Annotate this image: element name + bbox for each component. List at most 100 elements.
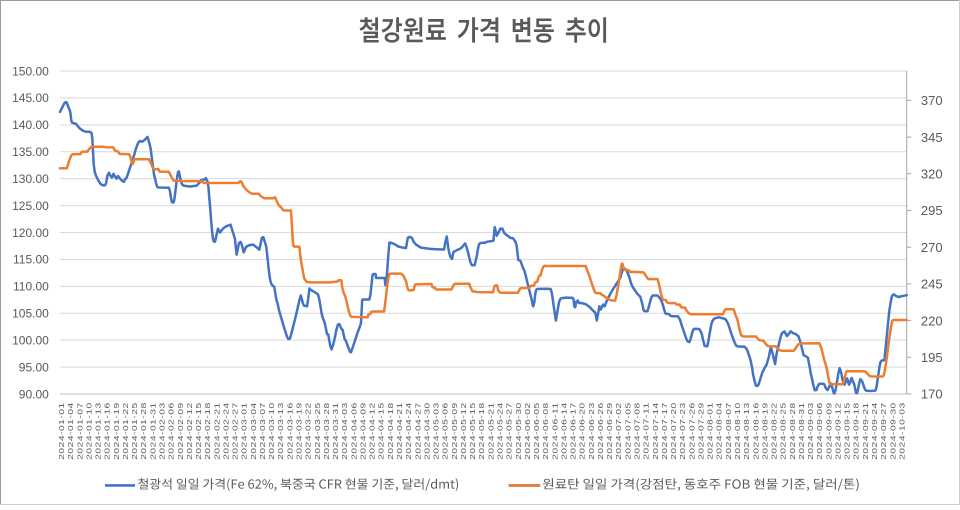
- svg-text:2024-07-05: 2024-07-05: [624, 403, 632, 460]
- svg-text:2024-07-23: 2024-07-23: [679, 403, 687, 460]
- svg-text:2024-01-28: 2024-01-28: [140, 403, 148, 460]
- svg-text:2024-06-17: 2024-06-17: [569, 403, 577, 460]
- svg-text:2024-05-21: 2024-05-21: [487, 403, 495, 460]
- svg-text:2024-10-03: 2024-10-03: [898, 403, 906, 460]
- svg-text:2024-02-24: 2024-02-24: [222, 403, 230, 460]
- svg-text:2024-08-22: 2024-08-22: [770, 403, 778, 460]
- svg-text:2024-05-09: 2024-05-09: [450, 403, 458, 460]
- svg-text:2024-06-26: 2024-06-26: [596, 403, 604, 460]
- svg-text:320: 320: [921, 167, 943, 182]
- svg-text:2024-03-31: 2024-03-31: [331, 403, 339, 460]
- svg-text:2024-02-27: 2024-02-27: [231, 403, 239, 460]
- svg-text:2024-09-30: 2024-09-30: [889, 403, 897, 460]
- svg-text:2024-05-06: 2024-05-06: [441, 403, 449, 460]
- svg-text:2024-05-24: 2024-05-24: [496, 403, 504, 460]
- svg-text:2024-01-25: 2024-01-25: [130, 403, 138, 460]
- svg-text:2024-06-08: 2024-06-08: [542, 403, 550, 460]
- svg-text:2024-01-19: 2024-01-19: [112, 403, 120, 460]
- svg-text:2024-06-29: 2024-06-29: [605, 403, 613, 460]
- svg-text:2024-04-24: 2024-04-24: [404, 403, 412, 460]
- svg-text:195: 195: [921, 350, 943, 365]
- svg-text:2024-05-15: 2024-05-15: [468, 403, 476, 460]
- svg-text:2024-09-18: 2024-09-18: [852, 403, 860, 460]
- svg-text:2024-04-30: 2024-04-30: [423, 403, 431, 460]
- svg-text:2024-07-11: 2024-07-11: [642, 403, 650, 460]
- svg-text:2024-02-15: 2024-02-15: [194, 403, 202, 460]
- svg-text:2024-08-25: 2024-08-25: [779, 403, 787, 460]
- svg-text:110.00: 110.00: [13, 280, 49, 294]
- svg-text:345: 345: [921, 130, 943, 145]
- svg-text:2024-08-16: 2024-08-16: [752, 403, 760, 460]
- svg-text:2024-03-13: 2024-03-13: [277, 403, 285, 460]
- svg-text:370: 370: [921, 93, 943, 108]
- svg-text:2024-04-21: 2024-04-21: [395, 403, 403, 460]
- svg-text:2024-01-16: 2024-01-16: [103, 403, 111, 460]
- svg-text:2024-03-04: 2024-03-04: [249, 403, 257, 460]
- svg-text:140.00: 140.00: [12, 118, 49, 132]
- svg-text:2024-03-22: 2024-03-22: [304, 403, 312, 460]
- svg-text:150.00: 150.00: [12, 64, 49, 78]
- svg-text:2024-01-04: 2024-01-04: [66, 403, 74, 460]
- svg-text:95.00: 95.00: [19, 360, 49, 374]
- svg-text:2024-08-13: 2024-08-13: [742, 403, 750, 460]
- svg-text:2024-02-21: 2024-02-21: [213, 403, 221, 460]
- svg-text:2024-08-19: 2024-08-19: [761, 403, 769, 460]
- svg-text:2024-04-09: 2024-04-09: [359, 403, 367, 460]
- svg-text:220: 220: [921, 313, 943, 328]
- svg-text:2024-08-31: 2024-08-31: [797, 403, 805, 460]
- svg-text:2024-03-25: 2024-03-25: [313, 403, 321, 460]
- svg-text:2024-02-03: 2024-02-03: [158, 403, 166, 460]
- svg-text:100.00: 100.00: [12, 334, 49, 348]
- svg-text:2024-01-13: 2024-01-13: [94, 403, 102, 460]
- svg-text:125.00: 125.00: [12, 199, 49, 213]
- svg-text:2024-06-23: 2024-06-23: [587, 403, 595, 460]
- svg-text:2024-03-19: 2024-03-19: [295, 403, 303, 460]
- svg-text:2024-04-27: 2024-04-27: [414, 403, 422, 460]
- svg-text:2024-08-01: 2024-08-01: [706, 403, 714, 460]
- svg-text:2024-06-20: 2024-06-20: [578, 403, 586, 460]
- svg-text:2024-04-03: 2024-04-03: [341, 403, 349, 460]
- svg-text:2024-08-04: 2024-08-04: [715, 403, 723, 460]
- svg-text:2024-09-24: 2024-09-24: [870, 403, 878, 460]
- svg-text:2024-05-12: 2024-05-12: [459, 403, 467, 460]
- svg-text:2024-01-07: 2024-01-07: [76, 403, 84, 460]
- svg-text:2024-01-10: 2024-01-10: [85, 403, 93, 460]
- svg-text:2024-04-12: 2024-04-12: [368, 403, 376, 460]
- svg-text:2024-09-06: 2024-09-06: [816, 403, 824, 460]
- svg-text:2024-07-26: 2024-07-26: [688, 403, 696, 460]
- svg-text:2024-07-02: 2024-07-02: [615, 403, 623, 460]
- svg-text:2024-03-16: 2024-03-16: [286, 403, 294, 460]
- svg-text:2024-07-29: 2024-07-29: [697, 403, 705, 460]
- svg-text:2024-05-27: 2024-05-27: [505, 403, 513, 460]
- svg-text:120.00: 120.00: [12, 226, 49, 240]
- svg-text:2024-08-07: 2024-08-07: [724, 403, 732, 460]
- svg-text:2024-01-22: 2024-01-22: [121, 403, 129, 460]
- svg-text:2024-06-11: 2024-06-11: [551, 403, 559, 460]
- svg-text:2024-02-09: 2024-02-09: [176, 403, 184, 460]
- svg-text:2024-04-06: 2024-04-06: [350, 403, 358, 460]
- svg-text:2024-02-18: 2024-02-18: [204, 403, 212, 460]
- svg-text:2024-07-17: 2024-07-17: [660, 403, 668, 460]
- svg-text:105.00: 105.00: [12, 307, 49, 321]
- svg-text:270: 270: [921, 240, 943, 255]
- svg-text:2024-03-10: 2024-03-10: [267, 403, 275, 460]
- svg-text:2024-06-05: 2024-06-05: [532, 403, 540, 460]
- svg-text:2024-05-18: 2024-05-18: [478, 403, 486, 460]
- svg-text:115.00: 115.00: [13, 253, 49, 267]
- svg-text:2024-08-28: 2024-08-28: [788, 403, 796, 460]
- svg-text:245: 245: [921, 277, 943, 292]
- svg-text:2024-03-01: 2024-03-01: [240, 403, 248, 460]
- svg-text:2024-06-14: 2024-06-14: [560, 403, 568, 460]
- svg-text:2024-07-08: 2024-07-08: [633, 403, 641, 460]
- svg-text:2024-09-12: 2024-09-12: [834, 403, 842, 460]
- svg-text:2024-06-02: 2024-06-02: [523, 403, 531, 460]
- svg-text:2024-09-27: 2024-09-27: [879, 403, 887, 460]
- svg-text:2024-03-07: 2024-03-07: [258, 403, 266, 460]
- svg-text:2024-09-03: 2024-09-03: [806, 403, 814, 460]
- svg-text:2024-05-03: 2024-05-03: [432, 403, 440, 460]
- svg-text:2024-05-30: 2024-05-30: [514, 403, 522, 460]
- svg-text:2024-07-14: 2024-07-14: [651, 403, 659, 460]
- svg-text:2024-09-15: 2024-09-15: [843, 403, 851, 460]
- svg-text:135.00: 135.00: [12, 145, 49, 159]
- svg-text:2024-07-20: 2024-07-20: [669, 403, 677, 460]
